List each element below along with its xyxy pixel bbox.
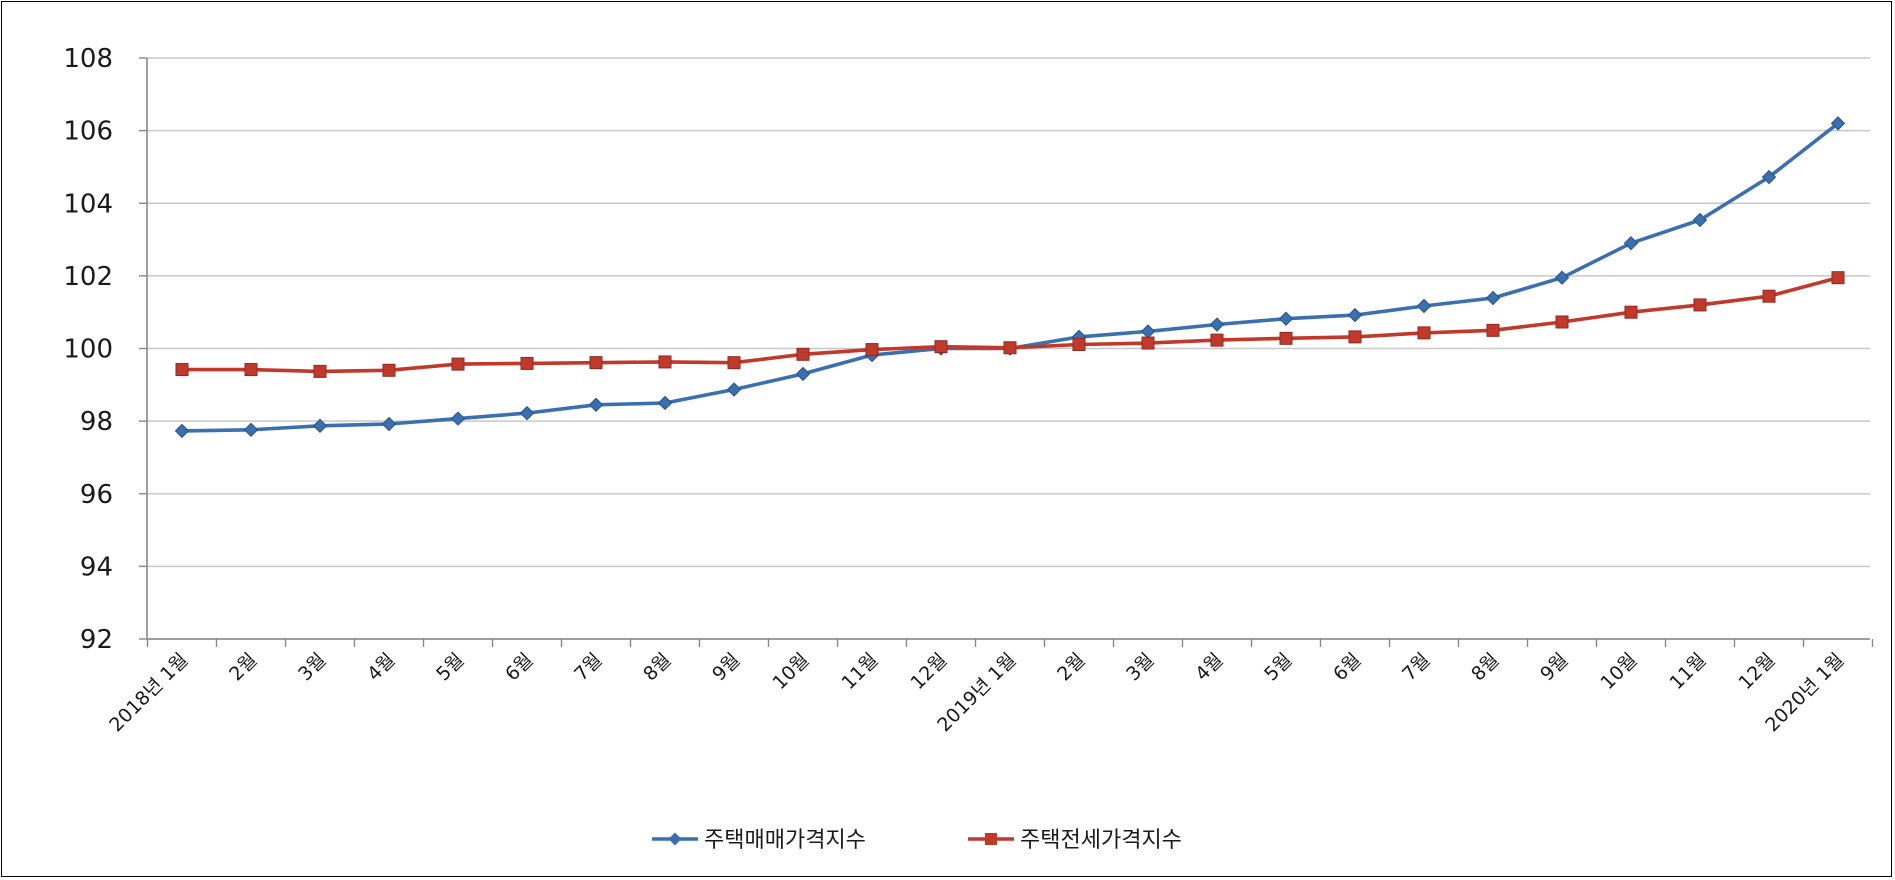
x-tick-label: 9월 xyxy=(708,649,744,685)
data-point xyxy=(1692,212,1708,228)
y-tick-label: 108 xyxy=(63,44,113,74)
data-point xyxy=(1761,169,1777,185)
data-point xyxy=(1693,298,1707,312)
data-point xyxy=(1003,341,1017,355)
data-point xyxy=(451,357,465,371)
y-tick-label: 104 xyxy=(63,189,113,219)
data-point xyxy=(1554,270,1570,285)
y-tick-label: 102 xyxy=(63,262,113,292)
data-point xyxy=(174,423,190,439)
data-point xyxy=(1279,331,1293,345)
legend-marker xyxy=(985,833,997,845)
x-tick-label: 11월 xyxy=(1666,649,1711,694)
x-tick-label: 8월 xyxy=(639,649,675,685)
data-point xyxy=(1141,336,1155,350)
series-line xyxy=(181,121,1840,433)
data-point xyxy=(589,356,603,370)
data-point xyxy=(1347,307,1363,323)
data-point xyxy=(1624,305,1638,319)
data-point xyxy=(382,363,396,377)
x-tick-label: 6월 xyxy=(1329,649,1365,685)
x-tick-label: 7월 xyxy=(570,649,606,685)
data-point xyxy=(243,422,259,438)
data-point xyxy=(1623,235,1639,251)
data-point xyxy=(1072,338,1086,352)
data-point xyxy=(312,418,328,434)
data-point xyxy=(726,382,742,397)
legend-label: 주택전세가격지수 xyxy=(1020,828,1182,853)
data-point xyxy=(1278,311,1294,326)
data-point xyxy=(1348,330,1362,344)
legend: 주택매매가격지수 주택전세가격지수 xyxy=(652,828,1182,853)
x-tick-label: 3월 xyxy=(294,649,330,685)
x-tick-label: 5월 xyxy=(432,649,468,685)
x-tick-label: 4월 xyxy=(1191,649,1227,685)
y-axis-ticks: 92 94 96 98 100 102 104 106 108 xyxy=(63,44,113,655)
x-tick-label: 5월 xyxy=(1260,649,1296,685)
data-point xyxy=(1416,298,1432,314)
data-point xyxy=(520,356,534,370)
y-tick-label: 96 xyxy=(80,480,113,510)
series-group xyxy=(174,116,1846,439)
legend-label: 주택매매가격지수 xyxy=(704,828,866,853)
x-tick-label: 7월 xyxy=(1398,649,1434,685)
legend-item-1: 주택매매가격지수 xyxy=(652,828,866,853)
x-tick-label: 3월 xyxy=(1122,649,1158,685)
data-point xyxy=(1210,333,1224,347)
axes xyxy=(139,57,1874,647)
data-point xyxy=(519,405,535,421)
x-tick-label: 9월 xyxy=(1536,649,1572,685)
data-point xyxy=(1209,317,1225,332)
data-point xyxy=(1417,326,1431,340)
data-point xyxy=(313,364,327,378)
data-point xyxy=(934,340,948,354)
data-point xyxy=(795,366,811,382)
x-tick-label: 8월 xyxy=(1467,649,1503,685)
data-point xyxy=(1486,323,1500,337)
x-tick-label: 12월 xyxy=(1735,649,1780,694)
x-tick-label: 11월 xyxy=(838,649,883,694)
x-tick-label: 10월 xyxy=(769,649,814,694)
series-2 xyxy=(175,271,1845,378)
data-point xyxy=(244,363,258,377)
data-point xyxy=(381,416,397,432)
data-point xyxy=(1485,290,1501,306)
x-tick-label: 10월 xyxy=(1597,649,1642,694)
data-point xyxy=(1140,324,1156,339)
series-line xyxy=(182,275,1839,374)
data-point xyxy=(175,363,189,377)
data-point xyxy=(727,356,741,370)
data-point xyxy=(1762,289,1776,303)
x-tick-label: 2018년 1월 xyxy=(105,649,192,736)
data-point xyxy=(658,355,672,369)
legend-marker xyxy=(668,832,682,846)
y-tick-label: 92 xyxy=(80,625,113,655)
x-tick-label: 4월 xyxy=(363,649,399,685)
data-point xyxy=(657,395,673,411)
y-tick-label: 100 xyxy=(63,335,113,365)
data-point xyxy=(1555,315,1569,329)
y-tick-label: 98 xyxy=(80,407,113,437)
data-point xyxy=(450,411,466,426)
data-point xyxy=(865,343,879,357)
data-point xyxy=(796,347,810,361)
data-point xyxy=(588,397,604,412)
x-tick-label: 12월 xyxy=(907,649,952,694)
data-point xyxy=(1830,116,1846,131)
x-tick-label: 6월 xyxy=(501,649,537,685)
y-tick-label: 106 xyxy=(63,117,113,147)
x-tick-label: 2월 xyxy=(1053,649,1089,685)
data-point xyxy=(1831,271,1845,285)
legend-item-2: 주택전세가격지수 xyxy=(968,828,1182,853)
x-tick-label: 2월 xyxy=(225,649,261,685)
series-1 xyxy=(174,116,1846,439)
y-tick-label: 94 xyxy=(80,552,113,582)
